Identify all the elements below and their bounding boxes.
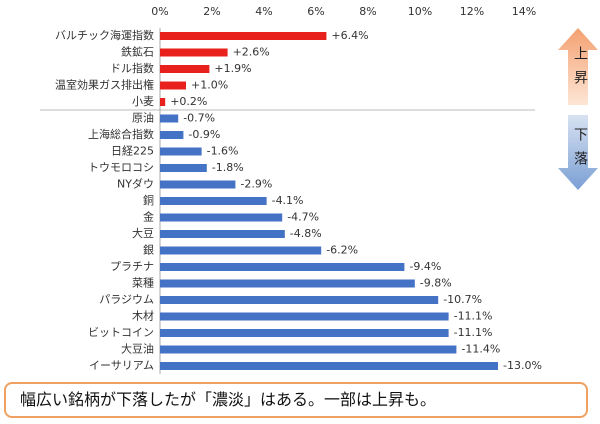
bar bbox=[160, 296, 439, 304]
category-label: 温室効果ガス排出権 bbox=[55, 78, 154, 92]
x-tick-label: 12% bbox=[460, 5, 484, 18]
bar bbox=[160, 32, 327, 40]
bar bbox=[160, 329, 449, 337]
category-label: 木材 bbox=[132, 309, 154, 323]
category-label: パラジウム bbox=[99, 293, 154, 306]
value-label: +0.2% bbox=[170, 95, 207, 108]
bar bbox=[160, 230, 285, 238]
category-label: NYダウ bbox=[117, 177, 154, 191]
x-tick-label: 14% bbox=[512, 5, 536, 18]
category-label: 上海総合指数 bbox=[88, 127, 154, 141]
value-label: -0.9% bbox=[188, 128, 220, 141]
down-arrow bbox=[558, 115, 598, 190]
value-label: +1.9% bbox=[214, 62, 251, 75]
bar bbox=[160, 98, 166, 106]
value-label: -13.0% bbox=[503, 359, 542, 372]
bar bbox=[160, 312, 449, 321]
value-label: +6.4% bbox=[331, 29, 368, 42]
category-label: 大豆 bbox=[132, 226, 154, 240]
x-tick-label: 0% bbox=[151, 5, 168, 18]
category-label: 原油 bbox=[132, 111, 154, 125]
bar bbox=[160, 81, 186, 90]
value-label: -1.8% bbox=[212, 161, 244, 174]
category-label: 日経225 bbox=[111, 145, 154, 158]
bar bbox=[160, 114, 179, 123]
value-label: -6.2% bbox=[326, 244, 358, 257]
value-label: -9.4% bbox=[409, 260, 441, 273]
value-label: -9.8% bbox=[420, 277, 452, 290]
category-label: ドル指数 bbox=[110, 61, 154, 75]
x-tick-label: 6% bbox=[307, 5, 324, 18]
value-label: -2.9% bbox=[240, 178, 272, 191]
bar bbox=[160, 246, 322, 255]
bar bbox=[160, 263, 405, 271]
bar bbox=[160, 164, 207, 172]
category-label: イーサリアム bbox=[89, 359, 154, 372]
category-label: 銅 bbox=[143, 193, 154, 207]
value-label: -10.7% bbox=[443, 293, 482, 306]
down-label: 下落 bbox=[572, 127, 588, 175]
bar bbox=[160, 213, 283, 222]
bar bbox=[160, 48, 228, 57]
bar bbox=[160, 65, 210, 73]
x-tick-label: 2% bbox=[203, 5, 220, 18]
bar bbox=[160, 180, 236, 189]
value-label: -11.4% bbox=[461, 343, 500, 356]
value-label: +1.0% bbox=[191, 79, 228, 92]
value-label: -1.6% bbox=[207, 145, 239, 158]
category-label: 大豆油 bbox=[121, 342, 154, 356]
bar bbox=[160, 345, 457, 354]
category-label: 金 bbox=[143, 210, 154, 224]
value-label: -0.7% bbox=[183, 112, 215, 125]
x-tick-label: 8% bbox=[359, 5, 376, 18]
category-label: 銀 bbox=[143, 243, 154, 257]
value-label: -11.1% bbox=[454, 310, 493, 323]
category-label: 菜種 bbox=[132, 276, 154, 290]
up-label: 上昇 bbox=[572, 46, 588, 94]
category-label: 小麦 bbox=[132, 95, 154, 108]
bar bbox=[160, 362, 498, 370]
up-arrow bbox=[558, 28, 598, 105]
bar bbox=[160, 147, 202, 156]
value-label: -4.1% bbox=[272, 194, 304, 207]
x-tick-label: 4% bbox=[255, 5, 272, 18]
value-label: -11.1% bbox=[454, 326, 493, 339]
footer-note: 幅広い銘柄が下落したが「濃淡」はある。一部は上昇も。 bbox=[4, 382, 588, 418]
category-label: プラチナ bbox=[110, 260, 154, 273]
category-label: 鉄鉱石 bbox=[121, 45, 154, 59]
value-label: -4.7% bbox=[287, 211, 319, 224]
bar bbox=[160, 197, 267, 205]
x-tick-label: 10% bbox=[408, 5, 432, 18]
value-label: +2.6% bbox=[233, 46, 270, 59]
chart: 0% 2% 4% 6% 8% 10% 12% 14% バルチック海運指数 +6.4% 鉄鉱石 +2.6… bbox=[40, 5, 598, 374]
category-label: トウモロコシ bbox=[88, 161, 154, 174]
category-label: ビットコイン bbox=[88, 326, 154, 339]
bar bbox=[160, 131, 184, 139]
category-label: バルチック海運指数 bbox=[55, 28, 154, 42]
value-label: -4.8% bbox=[290, 227, 322, 240]
bar bbox=[160, 279, 415, 288]
